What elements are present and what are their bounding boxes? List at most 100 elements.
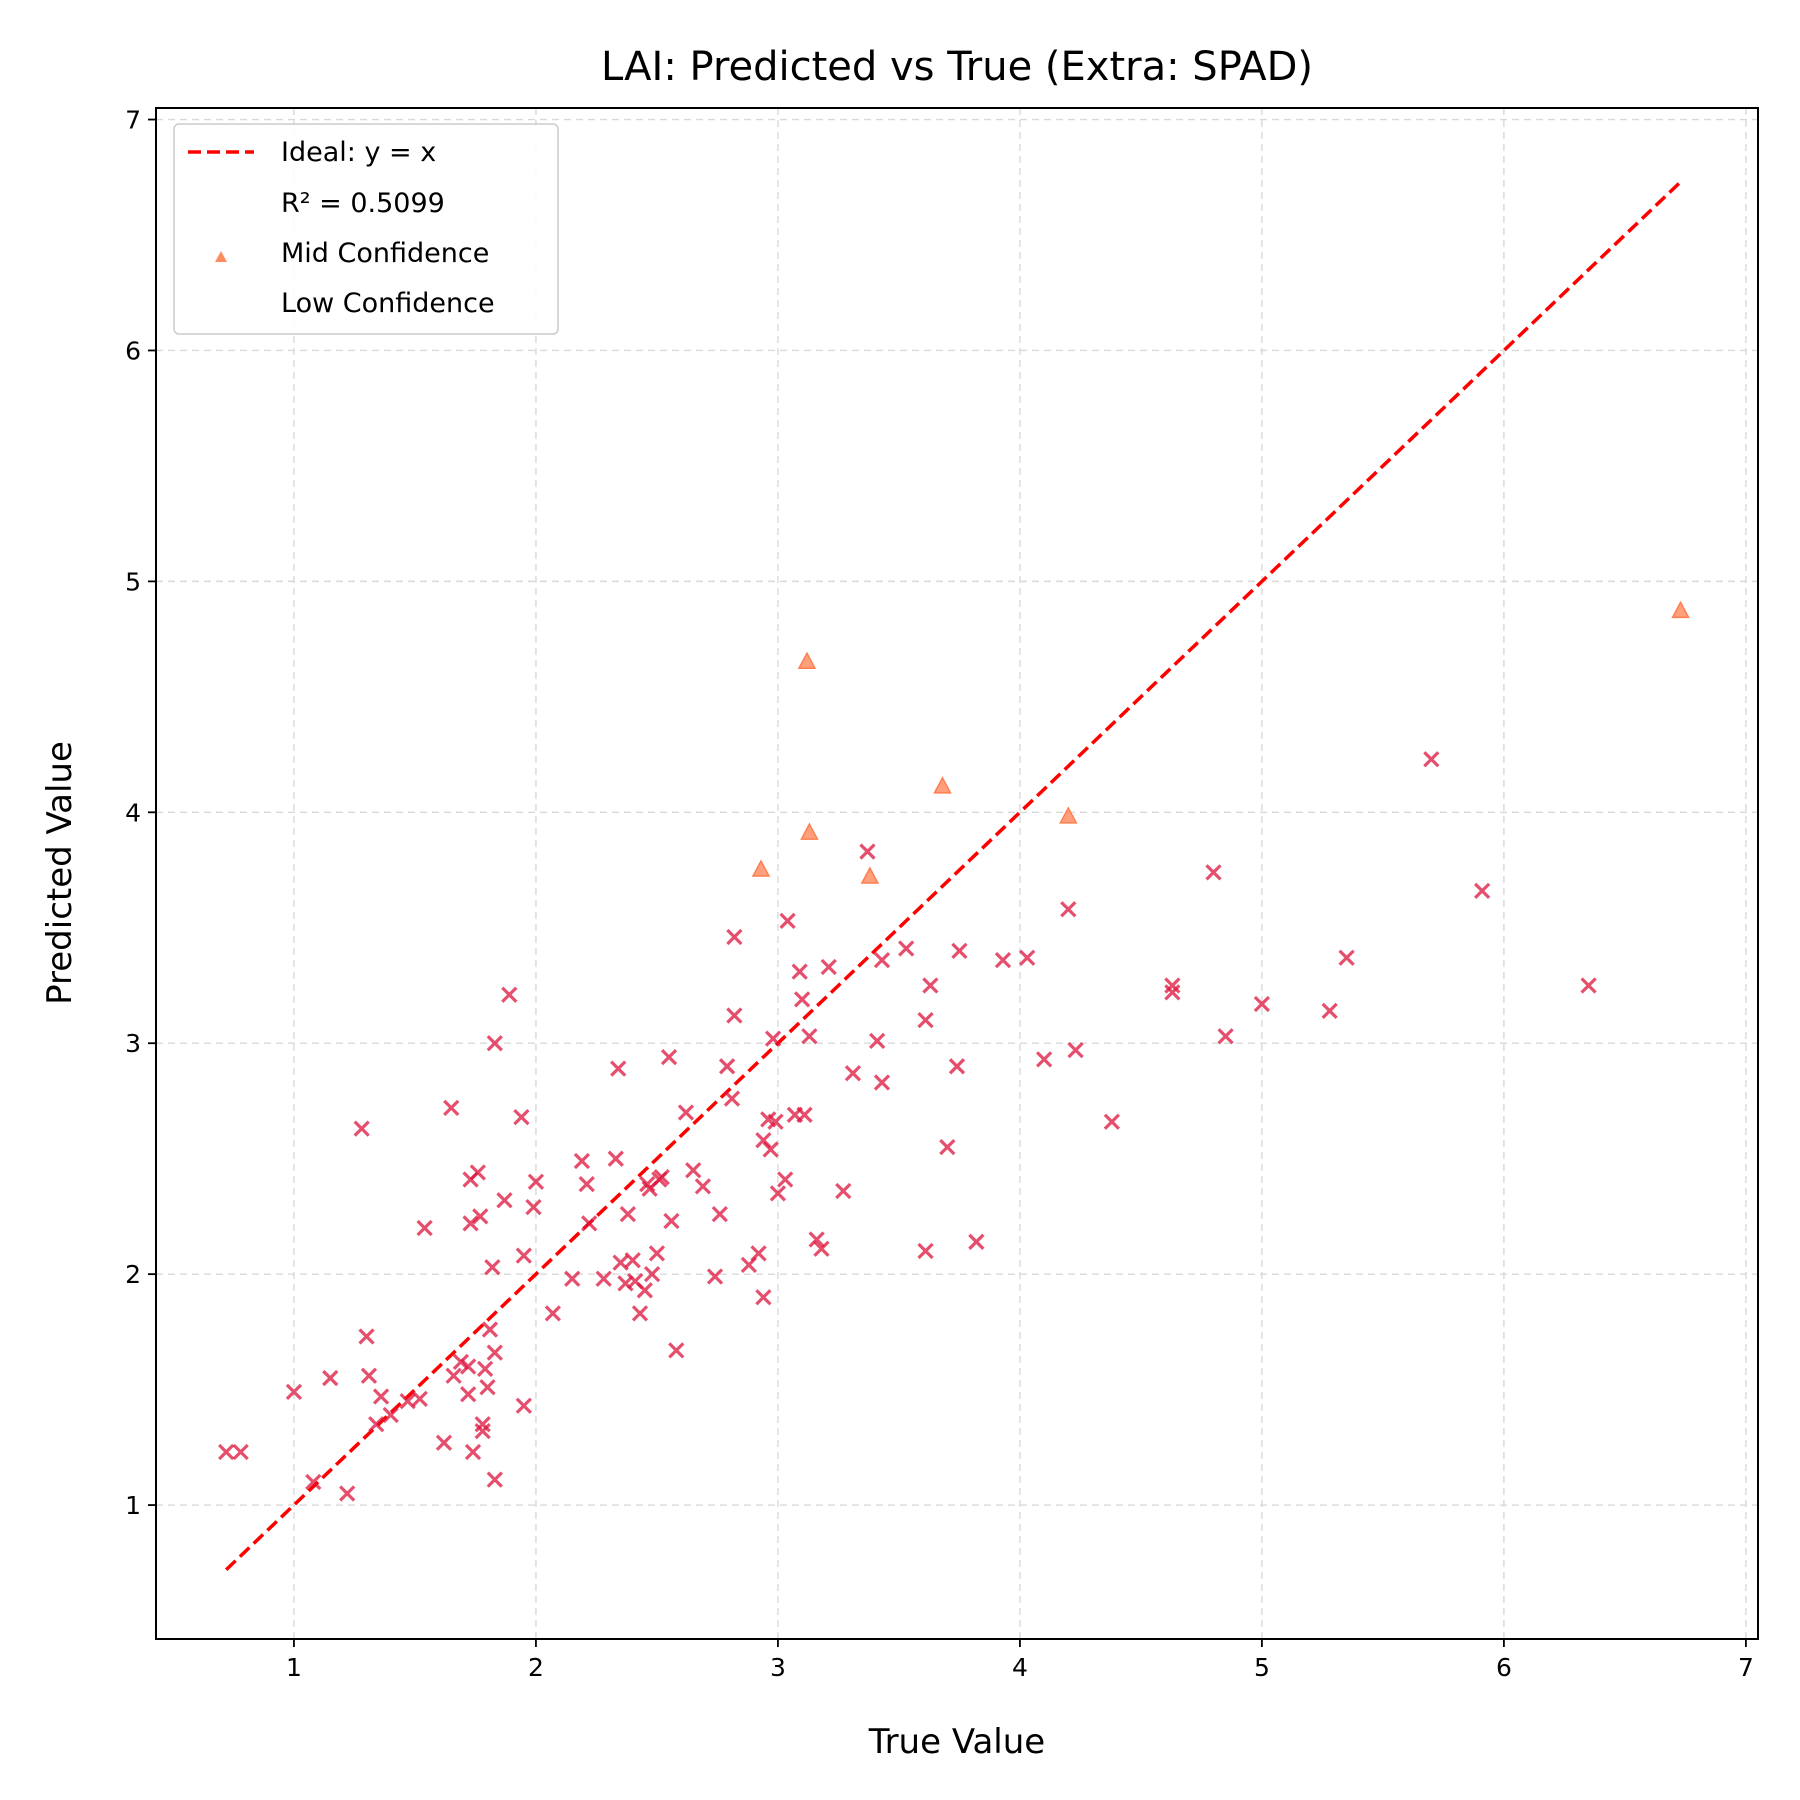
low-confidence-point bbox=[564, 1270, 581, 1287]
x-tick-label: 5 bbox=[1254, 1653, 1270, 1682]
y-tick-label: 3 bbox=[125, 1029, 141, 1058]
low-confidence-point bbox=[968, 1233, 985, 1250]
low-confidence-point bbox=[1423, 751, 1440, 768]
low-confidence-point bbox=[801, 1028, 818, 1045]
low-confidence-point bbox=[767, 1113, 784, 1130]
low-confidence-point bbox=[994, 951, 1012, 969]
low-confidence-point bbox=[1580, 977, 1597, 994]
low-confidence-point bbox=[726, 928, 743, 946]
low-confidence-point bbox=[726, 1007, 743, 1024]
low-confidence-point bbox=[353, 1120, 370, 1137]
low-confidence-point bbox=[844, 1065, 862, 1082]
low-confidence-point bbox=[917, 1242, 934, 1260]
low-confidence-point bbox=[481, 1321, 499, 1338]
low-confidence-point bbox=[435, 1434, 453, 1451]
low-confidence-point bbox=[472, 1208, 489, 1225]
low-confidence-point bbox=[643, 1266, 661, 1283]
plot-frame bbox=[155, 107, 1759, 1640]
legend-box bbox=[173, 123, 559, 335]
low-confidence-point bbox=[445, 1367, 462, 1384]
low-confidence-point bbox=[1164, 977, 1181, 994]
y-axis-label: Predicted Value bbox=[40, 741, 80, 1005]
low-confidence-point bbox=[711, 1205, 728, 1223]
mid-confidence-point bbox=[751, 859, 771, 877]
low-confidence-point bbox=[486, 1471, 503, 1488]
y-tick-label: 4 bbox=[125, 798, 141, 827]
low-confidence-point bbox=[668, 1342, 685, 1359]
low-confidence-point bbox=[694, 1178, 712, 1195]
low-confidence-point bbox=[382, 1406, 399, 1424]
low-confidence-point bbox=[769, 1185, 787, 1202]
low-confidence-point bbox=[462, 1215, 479, 1232]
low-confidence-point bbox=[631, 1305, 649, 1322]
low-confidence-point bbox=[917, 1011, 934, 1029]
low-confidence-point bbox=[573, 1152, 591, 1170]
low-confidence-point bbox=[791, 963, 808, 980]
x-tick-label: 2 bbox=[528, 1653, 544, 1682]
legend-r2-label: R² = 0.5099 bbox=[281, 188, 445, 219]
low-confidence-point bbox=[368, 1416, 385, 1433]
low-confidence-point bbox=[416, 1219, 433, 1237]
low-confidence-point bbox=[486, 1035, 503, 1052]
low-confidence-point bbox=[793, 991, 811, 1008]
low-confidence-point bbox=[939, 1139, 956, 1156]
y-tick-label: 7 bbox=[125, 106, 141, 135]
low-confidence-point bbox=[1217, 1028, 1234, 1045]
low-confidence-point bbox=[1205, 864, 1222, 881]
low-confidence-point bbox=[339, 1485, 356, 1502]
low-confidence-point bbox=[685, 1162, 702, 1179]
legend-ideal-label: Ideal: y = x bbox=[281, 137, 436, 168]
y-tick-label: 2 bbox=[125, 1260, 141, 1289]
low-confidence-point bbox=[660, 1048, 678, 1066]
legend-mid-confidence-marker-icon bbox=[215, 251, 227, 262]
low-confidence-point bbox=[513, 1108, 530, 1126]
low-confidence-point bbox=[218, 1443, 235, 1461]
low-confidence-point bbox=[779, 912, 796, 929]
low-confidence-point bbox=[464, 1443, 482, 1461]
low-confidence-point bbox=[677, 1104, 695, 1121]
low-confidence-point bbox=[525, 1199, 542, 1216]
low-confidence-point bbox=[411, 1390, 428, 1407]
low-confidence-point bbox=[808, 1231, 825, 1248]
legend-low-confidence-label: Low Confidence bbox=[281, 288, 495, 319]
low-confidence-point bbox=[1164, 984, 1181, 1001]
low-confidence-point bbox=[1035, 1051, 1053, 1068]
data-points bbox=[218, 600, 1690, 1502]
low-confidence-point bbox=[443, 1099, 460, 1117]
low-confidence-point bbox=[762, 1141, 779, 1158]
x-axis-label: True Value bbox=[868, 1722, 1045, 1762]
low-confidence-point bbox=[922, 977, 939, 994]
low-confidence-point bbox=[624, 1252, 641, 1269]
low-confidence-point bbox=[1338, 949, 1355, 966]
low-confidence-point bbox=[358, 1328, 375, 1345]
low-confidence-point bbox=[750, 1245, 767, 1262]
low-confidence-point bbox=[873, 1074, 891, 1091]
low-confidence-point bbox=[755, 1289, 772, 1306]
legend-mid-confidence-label: Mid Confidence bbox=[281, 238, 489, 269]
low-confidence-point bbox=[399, 1393, 416, 1410]
low-confidence-point bbox=[527, 1173, 545, 1190]
low-confidence-point bbox=[610, 1060, 627, 1077]
low-confidence-point bbox=[859, 843, 876, 860]
low-confidence-point bbox=[581, 1215, 598, 1232]
low-confidence-point bbox=[619, 1205, 637, 1223]
ideal-line bbox=[224, 180, 1682, 1571]
low-confidence-point bbox=[648, 1245, 666, 1262]
low-confidence-point bbox=[515, 1247, 532, 1264]
low-confidence-point bbox=[820, 958, 837, 976]
low-confidence-point bbox=[1253, 995, 1271, 1013]
mid-confidence-point bbox=[1059, 806, 1078, 824]
low-confidence-point bbox=[777, 1171, 794, 1188]
legend: Ideal: y = x R² = 0.5099 Mid Confidence … bbox=[173, 123, 559, 335]
low-confidence-point bbox=[305, 1473, 322, 1491]
low-confidence-point bbox=[484, 1259, 501, 1276]
axis-ticks: 1 2 3 4 5 6 7 1 2 3 4 5 6 7 bbox=[125, 106, 1754, 1682]
low-confidence-point bbox=[612, 1254, 629, 1271]
mid-confidence-point bbox=[1671, 600, 1690, 619]
x-tick-label: 4 bbox=[1012, 1653, 1028, 1682]
low-confidence-point bbox=[898, 940, 915, 957]
mid-confidence-point bbox=[933, 776, 952, 794]
low-confidence-point bbox=[595, 1270, 612, 1287]
y-tick-label: 6 bbox=[125, 336, 141, 365]
